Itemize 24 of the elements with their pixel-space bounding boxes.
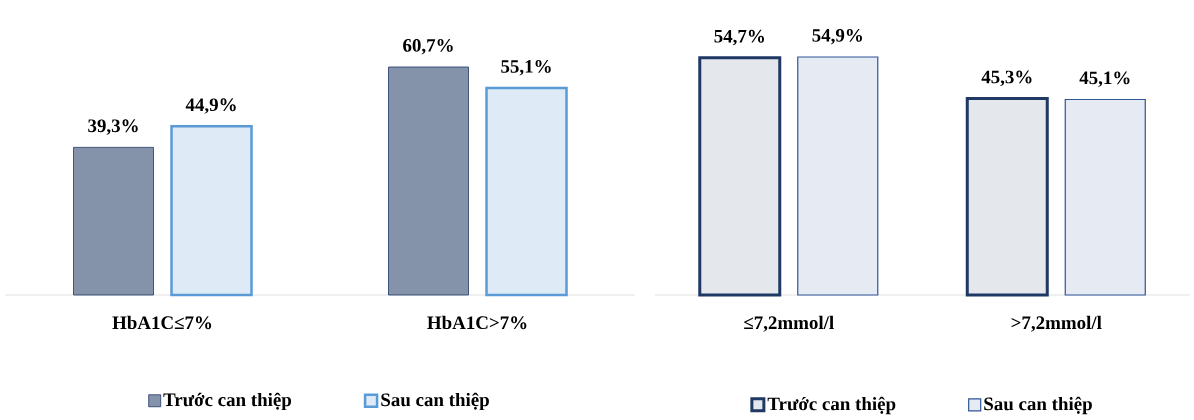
data-label: 45,1% [1079, 71, 1130, 87]
data-label: 54,9% [812, 28, 862, 45]
legend-label: Sau can thiệp [381, 392, 489, 411]
legend-label: Trước can thiệp [767, 396, 896, 415]
bar [170, 125, 253, 297]
x-tick-label: HbA1C≤7% [112, 315, 212, 330]
data-label: 54,7% [714, 29, 764, 46]
data-label: 45,3% [981, 70, 1032, 87]
bar [698, 56, 782, 297]
data-label: 39,3% [88, 119, 138, 135]
legend-label: Sau can thiệp [984, 396, 1092, 415]
bar [965, 97, 1049, 297]
bar [1064, 98, 1146, 296]
bar [73, 146, 154, 296]
x-tick-label: >7,2mmol/l [1011, 315, 1102, 332]
bar [797, 56, 879, 296]
x-tick-label: HbA1C>7% [427, 315, 527, 330]
bar [388, 66, 469, 296]
data-label: 44,9% [185, 98, 236, 114]
x-tick-label: ≤7,2mmol/l [744, 315, 834, 332]
legend-label: Trước can thiệp [163, 392, 292, 411]
data-label: 60,7% [403, 38, 453, 55]
bar [485, 86, 568, 297]
data-label: 55,1% [501, 60, 551, 76]
